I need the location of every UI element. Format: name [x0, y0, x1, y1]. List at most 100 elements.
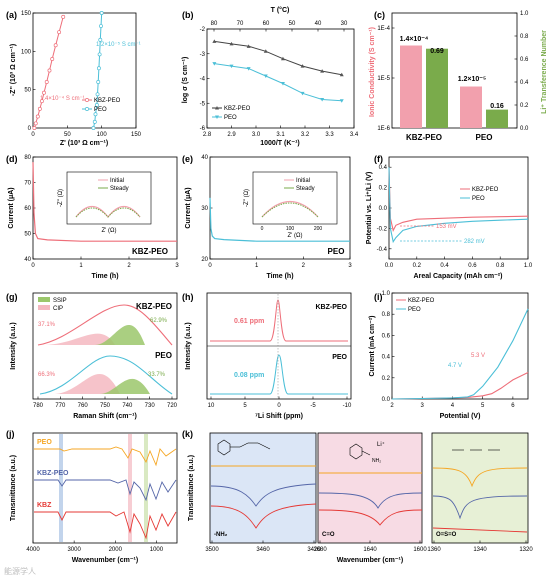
- panel-j-label: (j): [6, 429, 15, 439]
- panel-f-peo-line: [388, 167, 529, 244]
- panel-e-inset-initial: [261, 201, 319, 218]
- panel-e-inset-xtick-0: 0: [261, 226, 264, 232]
- panel-a: (a) 0 50 100 150 0 50 100 150 1.4×10⁻⁴ S cm⁻¹ 1…: [6, 10, 142, 147]
- panel-b-peo-point-2: [246, 67, 251, 71]
- panel-i: (i) 2 3 4 5 60.00.20.40.60.81.0 KBZ-PEO PEO …: [369, 291, 529, 420]
- panel-f-xtick-4: 0.8: [496, 263, 505, 269]
- panel-k-sub3-xtick-2: 1320: [519, 547, 533, 553]
- panel-g-peo-cip-peak: [55, 373, 120, 394]
- panel-k-sub1-kbz: [210, 503, 317, 529]
- panel-g-legend-cip: CIP: [53, 306, 63, 312]
- panel-k-sub2-xtick-1: 1640: [363, 547, 377, 553]
- panel-b-kbz-point-7: [339, 72, 344, 77]
- panel-c-bar-kbz-conductivity: [400, 45, 422, 128]
- panel-e-inset: Initial Steady 0 100 200 Z' (Ω) -Z'' (Ω): [244, 171, 338, 239]
- panel-f-ytick-3: -0.2: [377, 226, 388, 232]
- panel-f-label: (f): [374, 154, 383, 164]
- panel-a-frame: [32, 12, 137, 129]
- panel-e-label: (e): [182, 154, 193, 164]
- panel-a-xtick-3: 150: [131, 132, 142, 138]
- panel-b-peo-point-3: [263, 74, 268, 79]
- panel-b-peo-point-1: [229, 64, 234, 69]
- panel-d-ytick-3: 70: [24, 181, 31, 187]
- panel-f: (f) 0.0 0.2 0.4 0.6 0.8 1.00.40.20.0-0.2-0.4 …: [366, 154, 533, 280]
- panel-i-legend-peo: PEO: [408, 307, 421, 313]
- panel-c-bar-kbz-transference: [426, 48, 448, 129]
- panel-e-series: [209, 197, 350, 242]
- panel-a-xtick-0: 0: [31, 132, 35, 138]
- panel-f-legend: KBZ-PEO PEO: [460, 187, 499, 202]
- panel-c-right-ytick-3: 0.6: [520, 57, 529, 63]
- panel-c-left-ytick-0: 1E-6: [377, 126, 390, 132]
- panel-g: (g) 37.1% 62.9% KBZ-PEO 66.3% 33.7% PEO …: [6, 292, 178, 420]
- panel-c-kbz-cond-label: 1.4×10⁻⁴: [400, 36, 429, 43]
- panel-f-xtick-5: 1.0: [524, 263, 533, 269]
- panel-b: (b) T (°C) 2.8 2.9 3.0 3.1 3.2 3.3 3.4 -6 -5 -4 -3…: [182, 6, 359, 147]
- panel-d-series: [32, 162, 177, 242]
- panel-j-frame: [32, 432, 178, 544]
- panel-b-kbz-point-1: [229, 41, 234, 46]
- panel-i-ylabel: Current (mA cm⁻²): [369, 316, 376, 377]
- panel-b-ytick-2: -4: [200, 77, 206, 83]
- panel-e-xtick-3: 3: [348, 263, 352, 269]
- panel-b-xtick-1: 2.9: [227, 132, 236, 138]
- panel-e-inset-legend-initial: Initial: [296, 178, 310, 184]
- panel-b-kbz-point-6: [320, 69, 325, 73]
- panel-d-ytick-2: 60: [24, 206, 31, 212]
- panel-f-frame: [388, 156, 529, 260]
- panel-f-series: [388, 167, 529, 244]
- panel-f-kbz-overpotential: 153 mV: [436, 224, 457, 230]
- panel-d-ytick-4: 80: [24, 155, 31, 161]
- panel-e-ylabel: Current (μA): [185, 187, 192, 228]
- panel-a-peo-point-3: [94, 103, 99, 107]
- panel-h-kbz-label: KBZ-PEO: [316, 304, 348, 311]
- panel-j-band-so: [144, 434, 148, 542]
- panel-e-inset-xtick-1: 100: [286, 226, 295, 232]
- panel-i-legend: KBZ-PEO PEO: [396, 298, 435, 313]
- panel-k-sub2-frame: [317, 432, 423, 544]
- panel-d-inset-xlabel: Z' (Ω): [102, 228, 117, 234]
- panel-k-sub1-group: -NH₂: [214, 532, 228, 538]
- panel-a-peo-point-10: [99, 11, 104, 15]
- panel-f-xtick-3: 0.6: [468, 263, 477, 269]
- panel-a-kbz-point-11: [61, 14, 66, 19]
- panel-j: (j) PEO KBZ-PEO KBZ 4000 3000 2000 1000 Wav…: [6, 429, 178, 564]
- panel-k-sub1-xtick-1: 3460: [256, 547, 270, 553]
- panel-a-xlabel: Z' (10³ Ω cm⁻¹): [60, 140, 108, 147]
- panel-a-peo-point-6: [96, 66, 101, 71]
- panel-c-ylabel-right: Li⁺ Transference Number: [541, 30, 548, 114]
- panel-i-legend-kbz: KBZ-PEO: [408, 298, 435, 304]
- panel-f-xtick-0: 0.0: [385, 263, 394, 269]
- panel-g-kbz-cip-peak: [45, 333, 115, 345]
- panel-a-kbz-annotation: 1.4×10⁻⁴ S cm⁻¹: [40, 95, 85, 102]
- panel-b-kbz-point-5: [300, 64, 305, 68]
- panel-d-xtick-0: 0: [31, 263, 35, 269]
- panel-c-right-ytick-1: 0.2: [520, 103, 529, 109]
- panel-k-sub1-kbzpeo: [210, 483, 317, 507]
- panel-b-xtick-2: 3.0: [252, 132, 261, 138]
- panel-a-xtick-2: 100: [97, 132, 108, 138]
- panel-i-label: (i): [374, 292, 383, 302]
- panel-a-legend: KBZ-PEO PEO: [82, 98, 121, 113]
- panel-a-peo-point-4: [95, 92, 100, 97]
- panel-k-sub2-nh2: NH₂: [372, 458, 381, 464]
- panel-d-ylabel: Current (μA): [8, 187, 15, 228]
- panel-f-ticks: 0.0 0.2 0.4 0.6 0.8 1.0 0.4 0.2 0.0 -0.2 -0.4: [377, 165, 533, 269]
- panel-d-inset: Initial Steady Z' (Ω) -Z'' (Ω): [58, 171, 152, 234]
- panel-c-ticks: 1E-6 1E-5 1E-4 0.0 0.2 0.4 0.6 0.8 1.0: [377, 11, 529, 132]
- panel-f-kbz-line: [388, 167, 529, 232]
- panel-b-peo-point-4: [280, 81, 285, 86]
- panel-a-peo-point-8: [98, 37, 103, 42]
- panel-j-ticks: 4000 3000 2000 1000: [26, 540, 164, 553]
- panel-a-ticks: 0 50 100 150 0 50 100 150: [21, 11, 142, 138]
- panel-a-peo-point-5: [96, 80, 101, 84]
- panel-b-xtick-0: 2.8: [203, 132, 212, 138]
- panel-c-ylabel-left: Ionic Conductivity (S cm⁻¹): [369, 27, 376, 117]
- panel-i-ticks: 2 3 4 5 6 0.0 0.2 0.4 0.6 0.8 1.0: [382, 291, 516, 409]
- panel-b-xtick-4: 3.2: [301, 132, 310, 138]
- panel-g-xtick-0: 780: [33, 403, 44, 409]
- panel-i-peo-line: [391, 308, 529, 400]
- panel-k-sub2-group: C=O: [322, 532, 335, 538]
- panel-i-ytick-4: 0.8: [382, 312, 391, 318]
